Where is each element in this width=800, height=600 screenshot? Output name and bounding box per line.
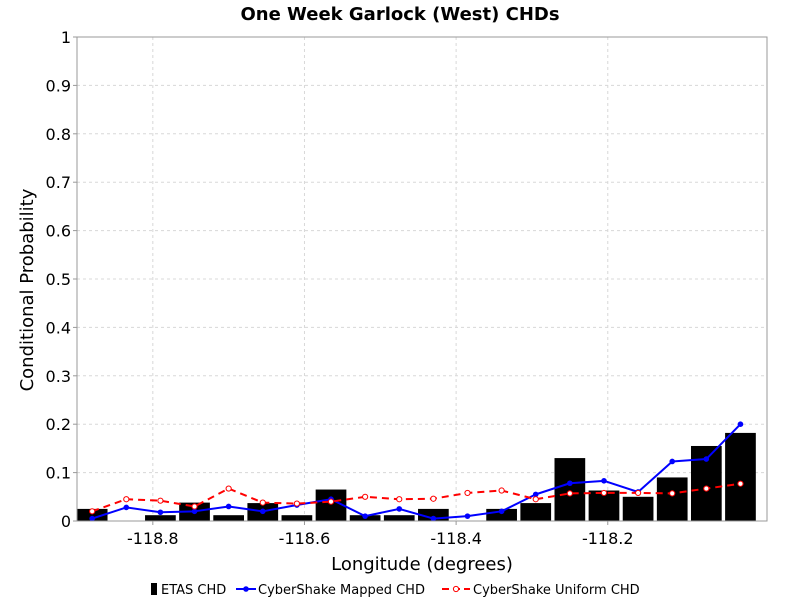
legend-mapped-marker (243, 586, 249, 592)
x-tick-label: -118.2 (582, 529, 634, 548)
uniform-chd-point (532, 496, 539, 503)
x-axis-label: Longitude (degrees) (331, 554, 513, 575)
etas-bar (520, 503, 552, 521)
mapped-chd-point (532, 491, 539, 498)
etas-bar (281, 515, 313, 521)
uniform-chd-point (669, 490, 676, 497)
etas-bar (725, 432, 756, 521)
y-tick-label: 0.2 (46, 415, 71, 434)
mapped-chd-point (601, 478, 607, 484)
uniform-chd-point (89, 508, 96, 515)
uniform-chd-point (498, 487, 505, 494)
y-tick-label: 0.5 (46, 270, 71, 289)
chart-title: One Week Garlock (West) CHDs (240, 4, 559, 25)
mapped-chd-point (225, 503, 232, 510)
uniform-chd-point (259, 499, 266, 506)
mapped-chd-point (703, 456, 710, 462)
etas-bar (656, 477, 688, 521)
y-tick-label: 0 (61, 512, 71, 531)
uniform-chd-point (327, 498, 335, 505)
uniform-chd-point (430, 495, 437, 502)
uniform-chd-point (123, 496, 130, 503)
uniform-chd-point (362, 493, 369, 500)
mapped-chd-point (669, 458, 676, 465)
y-tick-label: 0.6 (46, 222, 71, 241)
etas-bar (76, 508, 108, 521)
uniform-chd-point (293, 500, 300, 507)
uniform-chd-line (91, 482, 741, 513)
x-tick-label: -118.4 (430, 529, 482, 548)
mapped-chd-point (362, 513, 368, 519)
mapped-chd-point (259, 508, 266, 515)
y-tick-label: 0.8 (46, 125, 71, 144)
etas-bar (213, 515, 245, 521)
uniform-chd-point (396, 496, 403, 503)
uniform-chd-point (634, 489, 642, 497)
uniform-chd-point (157, 497, 164, 504)
y-tick-label: 0.7 (46, 173, 71, 192)
y-tick-label: 1 (61, 28, 71, 47)
y-axis-ticks: 0 0.1 0.2 0.3 0.4 0.5 0.6 0.7 0.8 0.9 1 (46, 28, 77, 531)
line-series (89, 421, 744, 522)
legend-etas-label: ETAS CHD (161, 583, 226, 598)
mapped-chd-point (737, 421, 744, 428)
etas-bar (145, 515, 176, 521)
y-tick-label: 0.1 (46, 464, 71, 483)
mapped-chd-point (123, 504, 130, 511)
mapped-chd-line (91, 423, 742, 520)
legend-uniform-label: CyberShake Uniform CHD (473, 583, 640, 598)
mapped-chd-point (89, 515, 95, 522)
mapped-chd-point (498, 508, 505, 515)
uniform-chd-point (191, 503, 198, 510)
etas-bar (622, 496, 654, 521)
mapped-chd-point (464, 513, 471, 519)
uniform-chd-point (225, 485, 232, 492)
uniform-chd-point (737, 480, 744, 487)
etas-bar (554, 458, 586, 521)
y-tick-label: 0.9 (46, 76, 71, 95)
x-tick-label: -118.6 (279, 529, 331, 548)
legend-etas-swatch (151, 583, 157, 595)
x-axis-ticks: -118.8 -118.6 -118.4 -118.2 (127, 521, 634, 548)
mapped-chd-point (191, 508, 198, 515)
mapped-chd-point (567, 480, 573, 487)
mapped-chd-point (396, 506, 403, 512)
y-tick-label: 0.4 (46, 318, 71, 337)
uniform-chd-point (703, 485, 710, 492)
y-axis-label: Conditional Probability (17, 188, 38, 391)
legend: ETAS CHD CyberShake Mapped CHD CyberShak… (151, 583, 640, 598)
legend-mapped-label: CyberShake Mapped CHD (258, 583, 425, 598)
x-tick-label: -118.8 (127, 529, 179, 548)
mapped-chd-point (157, 509, 164, 516)
grid (77, 37, 767, 521)
y-tick-label: 0.3 (46, 367, 71, 386)
uniform-chd-point (566, 490, 573, 497)
uniform-chd-point (464, 489, 471, 497)
legend-uniform-marker (452, 585, 460, 593)
etas-bar (383, 515, 415, 521)
mapped-chd-point (430, 515, 437, 522)
uniform-chd-point (600, 489, 608, 497)
